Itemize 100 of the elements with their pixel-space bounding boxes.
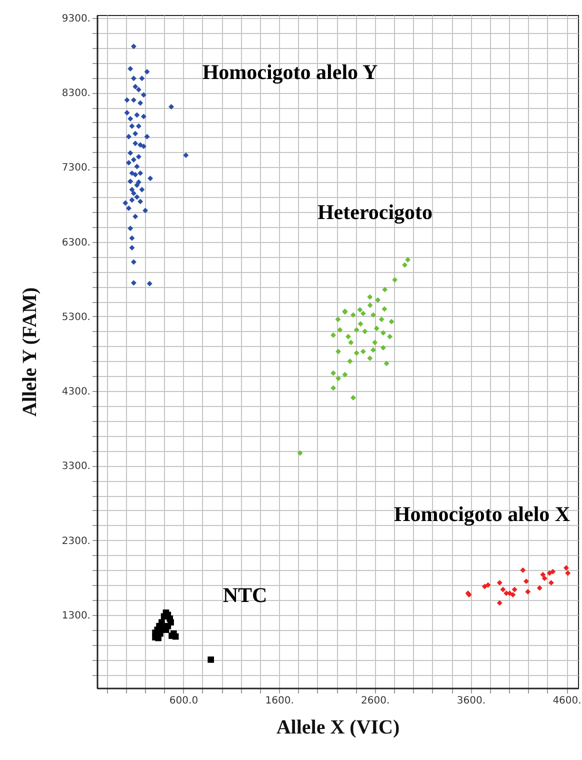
point <box>128 178 134 184</box>
point <box>168 104 174 110</box>
point <box>126 160 132 166</box>
point <box>136 123 142 129</box>
point <box>130 97 136 103</box>
point <box>563 565 569 571</box>
point <box>357 306 363 312</box>
point <box>129 245 135 251</box>
point <box>132 214 138 220</box>
point <box>382 286 388 292</box>
point <box>130 280 136 286</box>
point <box>370 312 376 318</box>
point <box>140 92 146 98</box>
point <box>354 350 360 356</box>
y-tick-label: 9300. <box>62 13 90 24</box>
point <box>136 86 142 92</box>
point <box>136 179 142 185</box>
point <box>139 76 145 82</box>
y-tick-label: 8300. <box>62 88 90 100</box>
point <box>402 262 408 268</box>
point <box>375 297 381 303</box>
point <box>134 164 140 170</box>
point <box>132 84 138 90</box>
point <box>388 318 394 324</box>
point <box>565 570 571 576</box>
point <box>387 334 393 340</box>
point <box>367 302 373 308</box>
y-tick-label: 1300. <box>62 610 90 622</box>
point <box>129 235 135 241</box>
point <box>360 310 366 316</box>
annotation: Homocigoto alelo X <box>394 502 570 526</box>
point <box>134 112 140 118</box>
point <box>132 130 138 136</box>
point <box>172 633 179 640</box>
point <box>512 586 518 592</box>
point <box>132 172 138 178</box>
point <box>129 170 135 176</box>
x-axis-title: Allele X (VIC) <box>276 716 400 738</box>
point <box>130 259 136 265</box>
y-tick-label: 7300. <box>62 162 90 174</box>
point <box>500 586 506 592</box>
point <box>525 589 531 594</box>
point <box>337 327 343 333</box>
point <box>122 200 128 206</box>
point <box>372 340 378 346</box>
point <box>124 97 130 103</box>
point <box>138 198 144 204</box>
point <box>367 355 373 361</box>
point <box>520 567 526 573</box>
y-tick-label: 2300. <box>62 536 90 547</box>
annotation: Homocigoto alelo Y <box>202 60 378 84</box>
point <box>362 328 368 334</box>
point <box>136 154 142 160</box>
point <box>335 316 341 322</box>
point <box>129 197 135 203</box>
point <box>139 186 145 192</box>
point <box>405 256 411 262</box>
point <box>130 190 136 196</box>
point <box>348 340 354 346</box>
point <box>138 170 144 176</box>
point <box>330 385 336 391</box>
point <box>374 326 380 332</box>
point <box>146 280 152 286</box>
annotation: NTC <box>222 583 268 607</box>
point <box>128 66 134 72</box>
point <box>378 316 384 322</box>
point <box>130 157 136 162</box>
point <box>144 134 150 140</box>
point <box>342 372 348 378</box>
point <box>132 140 138 146</box>
point <box>134 194 140 200</box>
y-axis-title: Allele Y (FAM) <box>18 287 41 417</box>
point <box>524 578 529 584</box>
point <box>367 294 373 300</box>
point <box>496 600 502 606</box>
x-tick-label: 2600. <box>361 696 390 706</box>
point <box>130 76 136 82</box>
annotation: Heterocigoto <box>317 200 433 224</box>
point <box>208 656 214 663</box>
point <box>138 142 144 148</box>
point <box>496 580 502 586</box>
point <box>297 450 303 456</box>
point <box>140 114 146 120</box>
point <box>510 592 516 598</box>
point <box>536 585 542 591</box>
x-tick-label: 600.0 <box>169 696 198 706</box>
y-tick-label: 6300. <box>62 237 90 248</box>
y-tick-label: 4300. <box>62 386 90 398</box>
point <box>142 208 148 214</box>
point <box>482 584 488 590</box>
point <box>392 277 398 283</box>
point <box>129 123 135 129</box>
point <box>347 358 353 364</box>
point <box>128 150 134 156</box>
point <box>384 360 390 366</box>
point <box>345 334 351 340</box>
point <box>130 44 136 50</box>
point <box>354 327 360 333</box>
x-tick-label: 4600. <box>552 696 582 706</box>
point <box>144 68 150 74</box>
